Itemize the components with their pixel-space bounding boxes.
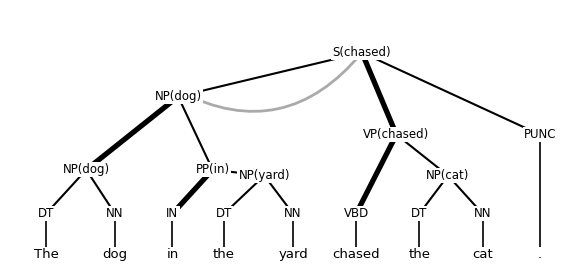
Text: The: The bbox=[33, 248, 59, 261]
Text: NP(cat): NP(cat) bbox=[427, 169, 470, 182]
Text: DT: DT bbox=[38, 207, 54, 220]
Text: the: the bbox=[408, 248, 430, 261]
Text: NN: NN bbox=[473, 207, 491, 220]
Text: IN: IN bbox=[166, 207, 179, 220]
Text: yard: yard bbox=[278, 248, 308, 261]
Text: cat: cat bbox=[472, 248, 493, 261]
Text: in: in bbox=[166, 248, 179, 261]
Text: dog: dog bbox=[103, 248, 128, 261]
Text: chased: chased bbox=[332, 248, 380, 261]
Text: .: . bbox=[538, 248, 542, 261]
Text: NP(dog): NP(dog) bbox=[63, 163, 110, 176]
Text: NP(yard): NP(yard) bbox=[239, 169, 290, 182]
Text: DT: DT bbox=[411, 207, 428, 220]
Text: PP(in): PP(in) bbox=[196, 163, 230, 176]
Text: NN: NN bbox=[106, 207, 124, 220]
Text: DT: DT bbox=[216, 207, 232, 220]
Text: VBD: VBD bbox=[343, 207, 369, 220]
Text: the: the bbox=[213, 248, 235, 261]
Text: NP(dog): NP(dog) bbox=[155, 90, 202, 103]
Text: PUNC: PUNC bbox=[524, 128, 556, 141]
Text: NN: NN bbox=[284, 207, 302, 220]
Text: S(chased): S(chased) bbox=[333, 46, 391, 59]
Text: VP(chased): VP(chased) bbox=[363, 128, 430, 141]
